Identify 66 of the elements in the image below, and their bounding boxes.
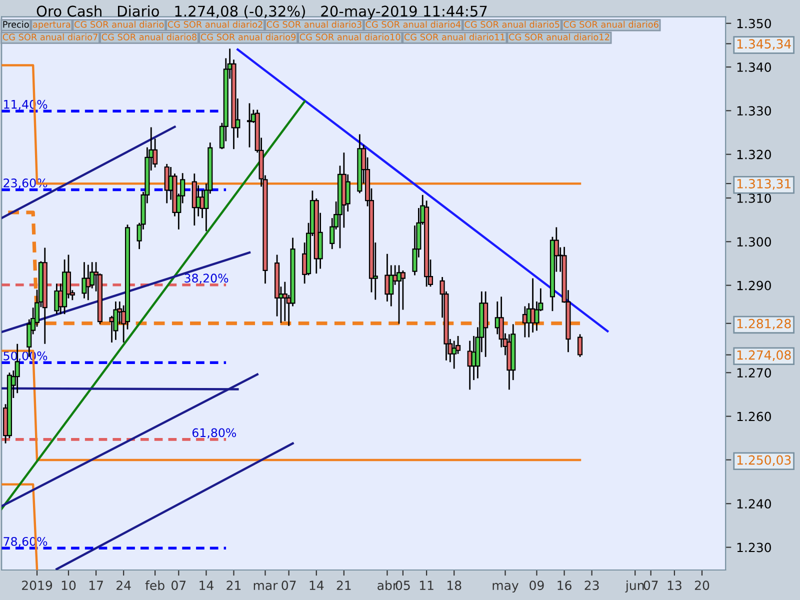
x-tick-label: 16 <box>558 580 572 590</box>
y-tick-label: 1.260 <box>737 412 771 422</box>
x-tick-label: mar <box>254 582 278 590</box>
x-tick-label: 07 <box>172 580 186 590</box>
x-tick-label: 07 <box>282 580 296 590</box>
y-tick-label: 1.290 <box>737 280 771 290</box>
y-tick-label: 1.340 <box>737 62 771 72</box>
annotation: Precio <box>3 20 29 28</box>
x-tick-label: 21 <box>336 580 351 590</box>
candlestick <box>577 334 583 358</box>
x-tick-label: 09 <box>530 580 544 590</box>
y-tick-label: 1.313,31 <box>737 179 791 190</box>
x-tick-label: 24 <box>116 580 131 590</box>
x-tick-label: 14 <box>310 580 324 590</box>
candlestick <box>388 264 394 307</box>
x-tick-label: jun <box>625 580 644 593</box>
candlestick <box>246 102 252 148</box>
y-tick-label: 1.320 <box>737 150 771 160</box>
annotation: CG SOR anual diario6 <box>564 20 658 28</box>
x-tick-label: 13 <box>668 580 682 590</box>
annotation: CG SOR anual diario12 <box>509 34 610 40</box>
annotation: CG SOR anual diario4 <box>366 20 461 28</box>
x-tick-label: 17 <box>89 580 103 590</box>
y-tick-label: 1.281,28 <box>737 318 791 330</box>
annotation: apertura <box>33 21 70 30</box>
annotation: CG SOR anual diario5 <box>464 20 560 28</box>
candlestick <box>452 340 457 370</box>
candlestick <box>345 174 350 212</box>
x-tick-label: 07 <box>644 580 658 590</box>
y-tick-label: 1.274,08 <box>737 350 791 362</box>
x-tick-label: 20 <box>694 580 710 590</box>
annotation: CG SOR anual diario3 <box>266 20 362 28</box>
y-tick-label: 1.250,03 <box>737 455 791 466</box>
x-tick-label: 14 <box>200 580 214 590</box>
x-tick-label: feb <box>145 580 164 590</box>
x-tick-label: 11 <box>420 580 434 590</box>
candlestick <box>282 281 288 322</box>
candlestick <box>82 261 87 300</box>
y-tick-label: 1.230 <box>737 542 771 552</box>
annotation: CG SOR anual diario8 <box>102 34 197 40</box>
y-tick-label: 1.350 <box>737 18 771 28</box>
x-tick-label: 2019 <box>22 580 52 590</box>
candlestick <box>113 300 118 341</box>
x-tick-label: 10 <box>62 580 76 590</box>
annotation: CG SOR anual diario11 <box>404 34 505 40</box>
x-tick-label: 21 <box>226 580 241 590</box>
annotation: CG SOR anual diario9 <box>200 34 296 40</box>
y-tick-label: 1.240 <box>737 499 771 509</box>
y-tick-label: 1.310 <box>737 193 771 203</box>
x-tick-label: abr <box>378 580 398 590</box>
annotation: 38,20% <box>184 274 228 284</box>
x-tick-label: may <box>492 582 518 593</box>
y-tick-label: 1.330 <box>737 106 771 116</box>
annotation: CG SOR anual diario7 <box>2 34 98 40</box>
annotation: CG SOR anual diario2 <box>168 20 262 28</box>
y-tick-label: 1.345,34 <box>737 39 791 50</box>
x-tick-label: 23 <box>584 580 599 590</box>
x-tick-label: 18 <box>448 580 462 590</box>
y-tick-label: 1.270 <box>737 368 771 378</box>
candlestick <box>400 270 406 310</box>
y-tick-label: 1.300 <box>737 237 771 247</box>
x-tick-label: 05 <box>396 580 410 590</box>
annotation: 61,80% <box>192 428 236 438</box>
annotation: CG SOR anual diario <box>74 20 164 28</box>
chart-title: Oro Cash Diario 1.274,08 (-0,32%) 20-may-2019 11:44:57 <box>36 5 487 20</box>
annotation: CG SOR anual diario10 <box>300 34 400 40</box>
